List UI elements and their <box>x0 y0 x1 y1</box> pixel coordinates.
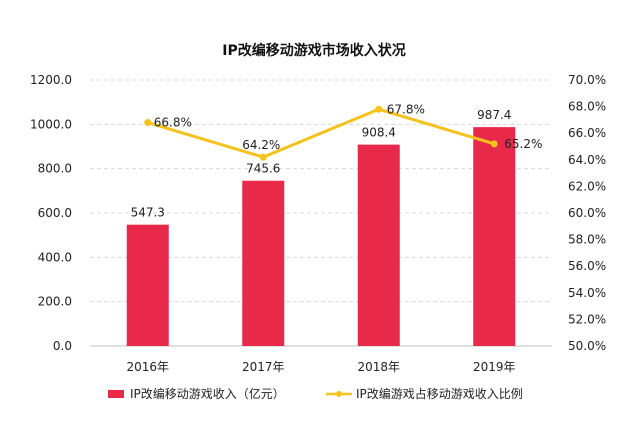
bar-value-label: 987.4 <box>477 108 511 122</box>
right-tick-label: 58.0% <box>568 233 606 247</box>
bar <box>126 224 169 346</box>
x-tick-label: 2017年 <box>242 360 285 374</box>
left-tick-label: 0.0 <box>53 339 72 353</box>
legend-bar-swatch <box>108 390 124 398</box>
legend-line-label: IP改编游戏占移动游戏收入比例 <box>356 386 523 401</box>
left-axis: 0.0 200.0 400.0 600.0 800.0 1000.0 1200.0 <box>30 73 72 353</box>
x-tick-label: 2019年 <box>473 360 516 374</box>
line-point <box>375 105 383 113</box>
line-point <box>144 119 152 127</box>
x-tick-label: 2016年 <box>126 360 169 374</box>
right-tick-label: 64.0% <box>568 153 606 167</box>
bar-value-label: 908.4 <box>362 126 396 140</box>
left-tick-label: 1000.0 <box>30 117 72 131</box>
bar-value-label: 745.6 <box>246 162 280 176</box>
left-tick-label: 400.0 <box>38 250 72 264</box>
right-axis: 50.0% 52.0% 54.0% 56.0% 58.0% 60.0% 62.0% 64.0%… <box>568 73 606 353</box>
left-tick-label: 600.0 <box>38 206 72 220</box>
line-value-label: 65.2% <box>504 137 542 151</box>
legend-bar-label: IP改编移动游戏收入（亿元） <box>130 386 285 401</box>
right-tick-label: 56.0% <box>568 259 606 273</box>
x-axis: 2016年 2017年 2018年 2019年 <box>126 360 515 374</box>
line-value-label: 67.8% <box>387 102 425 116</box>
right-tick-label: 62.0% <box>568 179 606 193</box>
bar <box>473 127 516 346</box>
left-tick-label: 200.0 <box>38 295 72 309</box>
legend: IP改编移动游戏收入（亿元） IP改编游戏占移动游戏收入比例 <box>108 386 523 401</box>
right-tick-label: 68.0% <box>568 100 606 114</box>
right-tick-label: 66.0% <box>568 126 606 140</box>
line-point <box>490 140 498 148</box>
x-tick-label: 2018年 <box>357 360 400 374</box>
right-tick-label: 52.0% <box>568 312 606 326</box>
legend-line-marker <box>336 391 342 397</box>
line-series: 66.8% 64.2% 67.8% 65.2% <box>144 102 542 161</box>
bar <box>242 180 285 346</box>
line-point <box>259 153 267 161</box>
line-value-label: 66.8% <box>154 116 192 130</box>
bar-series: 547.3 745.6 908.4 987.4 <box>126 108 516 346</box>
right-tick-label: 50.0% <box>568 339 606 353</box>
series-line <box>147 107 495 159</box>
right-tick-label: 54.0% <box>568 286 606 300</box>
left-tick-label: 800.0 <box>38 162 72 176</box>
bar-value-label: 547.3 <box>131 206 165 220</box>
right-tick-label: 70.0% <box>568 73 606 87</box>
bar <box>357 144 400 346</box>
left-tick-label: 1200.0 <box>30 73 72 87</box>
right-tick-label: 60.0% <box>568 206 606 220</box>
line-value-label: 64.2% <box>242 138 280 152</box>
chart-title: IP改编移动游戏市场收入状况 <box>222 42 405 59</box>
